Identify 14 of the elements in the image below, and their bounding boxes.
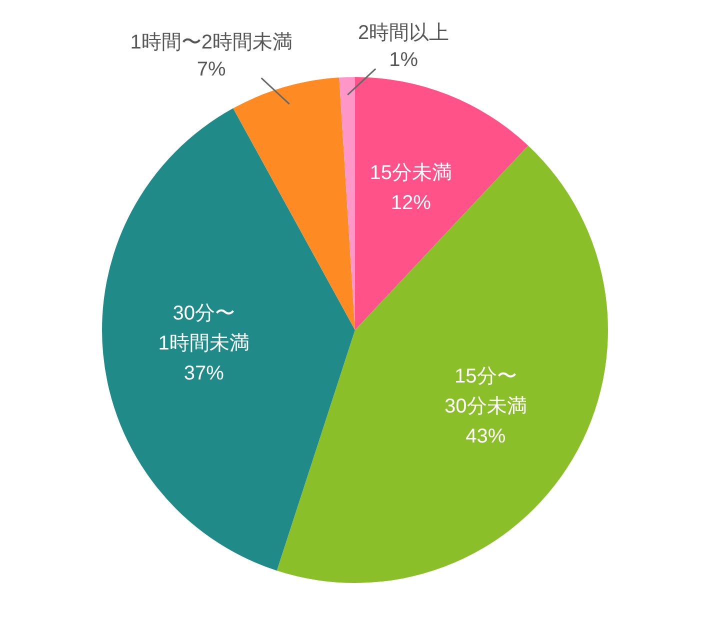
- slice-label: 2時間以上: [358, 22, 450, 44]
- slice-label: 1時間〜2時間未満: [130, 31, 292, 54]
- data-label: 1%: [389, 49, 418, 72]
- slice-label: 15分未満: [370, 162, 452, 184]
- pie-slice: [102, 108, 355, 571]
- data-label: 12%: [390, 192, 432, 214]
- pie-slice: [355, 77, 528, 330]
- data-label: 37%: [184, 362, 224, 385]
- slice-label: 30分〜 1時間未満: [158, 302, 250, 355]
- data-label: 7%: [196, 58, 226, 80]
- pie-slice: [233, 78, 355, 330]
- data-label: 43%: [466, 426, 506, 448]
- pie-slice: [276, 146, 608, 583]
- slice-label: 15分〜 30分未満: [444, 366, 527, 418]
